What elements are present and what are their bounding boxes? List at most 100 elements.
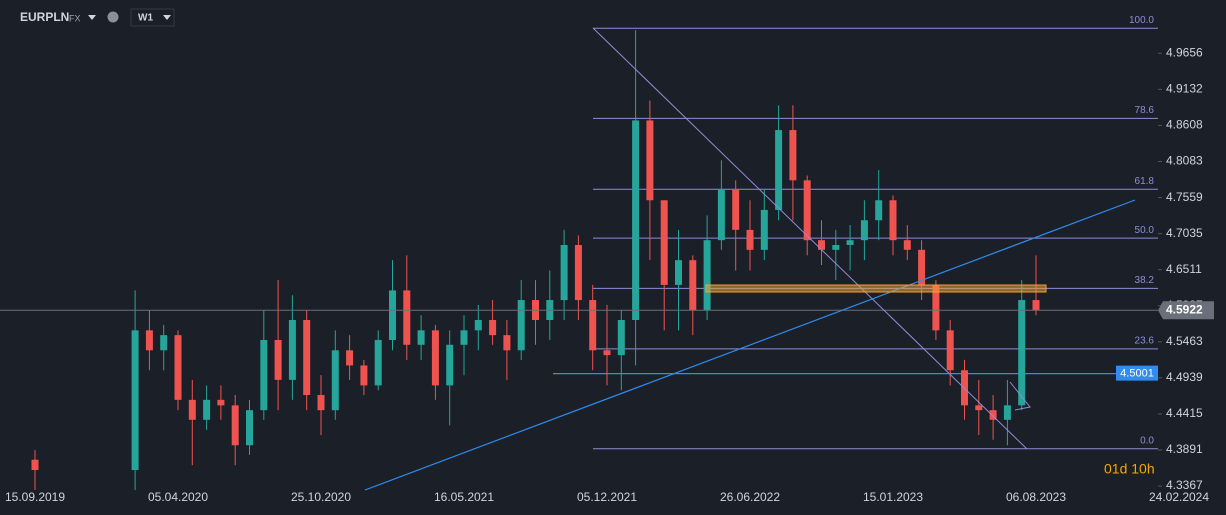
candle-body (860, 220, 868, 241)
symbol-dropdown[interactable] (88, 15, 96, 20)
triangle-drawing (1009, 381, 1031, 411)
candle-body (389, 290, 396, 340)
candle-body (217, 399, 225, 406)
interval-box[interactable] (130, 8, 175, 27)
x-tick-label: 15.01.2023 (863, 490, 923, 504)
candle-body (246, 410, 253, 446)
candle-body (746, 229, 754, 250)
y-tick-label: 4.9656 (1166, 45, 1203, 59)
candle-body (560, 245, 568, 301)
candle-body (832, 245, 840, 250)
candle-body (646, 120, 654, 201)
candle-body (903, 240, 911, 250)
candle-body (589, 300, 597, 351)
y-tick-label: 4.6511 (1166, 262, 1202, 276)
candle-body (689, 260, 697, 311)
x-tick-label: 25.10.2020 (291, 490, 351, 504)
fib-label: 38.2 (1135, 275, 1155, 286)
y-tick-label: 4.5463 (1166, 334, 1203, 348)
info-icon[interactable] (107, 11, 119, 23)
candle-body (474, 320, 482, 331)
candle-body (675, 260, 682, 285)
candle-body (632, 120, 640, 321)
candle-body (417, 330, 425, 345)
candle-body (1032, 300, 1040, 311)
x-tick-label: 06.08.2023 (1006, 490, 1066, 504)
candle-body (703, 240, 711, 311)
candle-body (460, 330, 468, 345)
candle-body (303, 320, 311, 396)
candle-body (174, 335, 182, 400)
candle-body (274, 339, 282, 380)
candle-body (989, 410, 997, 420)
candle-body (403, 290, 411, 345)
fib-label: 61.8 (1135, 176, 1155, 187)
y-tick-label: 4.7559 (1166, 190, 1203, 204)
countdown: 01d 10h (1104, 461, 1155, 477)
y-tick-label: 4.4939 (1166, 370, 1203, 384)
candle-body (1003, 405, 1011, 420)
candle-body (160, 335, 168, 351)
candle-body (717, 189, 725, 241)
candle-body (446, 344, 454, 386)
x-tick-label: 16.05.2021 (434, 490, 494, 504)
candle-body (331, 350, 339, 411)
candle-body (145, 330, 153, 351)
x-tick-label: 24.02.2024 (1149, 490, 1209, 504)
plot: 4.9656 4.9132 4.8608 4.8083 4.7559 4.7035 4.65… (0, 15, 1214, 504)
y-tick-label: 4.7035 (1166, 226, 1203, 240)
market: FX (69, 13, 81, 23)
candle-body (946, 330, 954, 371)
trend-line (364, 199, 1136, 491)
candle-body (932, 284, 940, 331)
candle-body (775, 130, 783, 210)
candle-body (517, 300, 525, 351)
zone (705, 284, 1047, 293)
candle-body (818, 240, 825, 250)
candle-body (617, 320, 625, 356)
fib-label: 50.0 (1135, 225, 1155, 236)
symbol[interactable]: EURPLN (20, 10, 69, 24)
candle-body (288, 320, 296, 380)
candle-body (660, 200, 668, 285)
candle-body (503, 335, 511, 351)
hline-label: 4.5001 (1120, 368, 1154, 380)
candle-body (803, 180, 811, 241)
candle-body (431, 330, 439, 386)
candle-body (789, 130, 797, 181)
fib-trend-line (592, 27, 1028, 450)
interval[interactable]: W1 (138, 13, 153, 24)
fib-label: 0.0 (1140, 435, 1154, 446)
y-tick-label: 4.4415 (1166, 406, 1203, 420)
x-tick-label: 15.09.2019 (5, 490, 65, 504)
y-tick-label: 4.3367 (1166, 478, 1203, 492)
candle-body (1018, 300, 1026, 406)
candle-body (374, 339, 382, 386)
candle-body (732, 189, 740, 230)
candle-body (346, 350, 354, 366)
candle-body (975, 405, 983, 411)
fib-label: 100.0 (1129, 15, 1154, 26)
candle-body (131, 330, 139, 471)
candle-body (188, 399, 196, 420)
y-tick-label: 4.8083 (1166, 154, 1203, 168)
y-tick-label: 4.8608 (1166, 118, 1203, 132)
candle-body (875, 200, 883, 221)
y-tick-label: 4.3891 (1166, 442, 1203, 456)
candle-body (203, 399, 211, 420)
candle-body (31, 459, 39, 471)
candle-body (360, 365, 368, 386)
candle-body (846, 240, 854, 245)
fib-label: 78.6 (1135, 105, 1155, 116)
candle-body (603, 350, 611, 356)
candle-body (918, 249, 926, 285)
candle-body (317, 395, 325, 411)
hline-tag (1116, 365, 1158, 381)
candle-body (574, 245, 582, 301)
interval-dropdown[interactable] (163, 15, 171, 20)
candle-body (889, 200, 897, 241)
x-tick-label: 05.12.2021 (577, 490, 637, 504)
